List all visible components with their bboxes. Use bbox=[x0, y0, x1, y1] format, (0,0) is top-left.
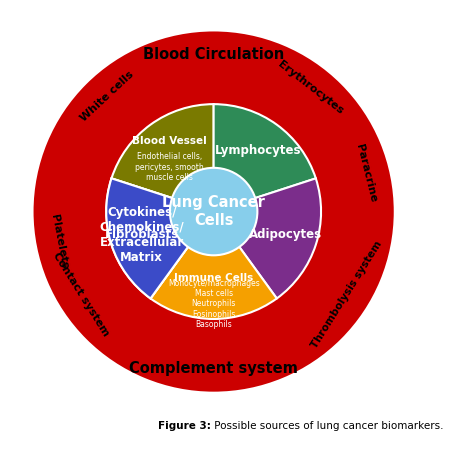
Circle shape bbox=[170, 168, 257, 255]
Text: Possible sources of lung cancer biomarkers.: Possible sources of lung cancer biomarke… bbox=[211, 421, 444, 431]
Wedge shape bbox=[214, 104, 316, 212]
Text: Adipocytes: Adipocytes bbox=[249, 228, 322, 242]
Text: Blood Vessel: Blood Vessel bbox=[132, 136, 207, 147]
Text: Figure 3:: Figure 3: bbox=[158, 421, 211, 431]
Wedge shape bbox=[111, 104, 214, 212]
Text: Cytokines/
Chemokines/
Extracellular
Matrix: Cytokines/ Chemokines/ Extracellular Mat… bbox=[100, 206, 184, 264]
Text: Fibroblasts: Fibroblasts bbox=[105, 228, 179, 242]
Text: White cells: White cells bbox=[78, 69, 135, 124]
Text: Immune Cells: Immune Cells bbox=[174, 273, 253, 283]
Circle shape bbox=[106, 104, 321, 319]
Text: Complement system: Complement system bbox=[129, 361, 298, 376]
Text: Platelets: Platelets bbox=[49, 213, 70, 270]
Text: Contact system: Contact system bbox=[51, 251, 110, 338]
Wedge shape bbox=[34, 31, 394, 392]
Wedge shape bbox=[106, 178, 214, 298]
Text: Monocyte/macrophages
Mast cells
Neutrophils
Eosinophils
Basophils: Monocyte/macrophages Mast cells Neutroph… bbox=[168, 279, 260, 329]
Text: Paracrine: Paracrine bbox=[354, 143, 378, 204]
Text: Erythrocytes: Erythrocytes bbox=[276, 59, 345, 116]
Text: Lymphocytes: Lymphocytes bbox=[215, 144, 301, 157]
Text: Blood Circulation: Blood Circulation bbox=[143, 47, 284, 62]
Text: Lung Cancer
Cells: Lung Cancer Cells bbox=[162, 195, 265, 228]
Wedge shape bbox=[214, 178, 321, 298]
Text: Endothelial cells,
pericytes, smooth
muscle cells: Endothelial cells, pericytes, smooth mus… bbox=[135, 152, 204, 182]
Wedge shape bbox=[151, 212, 277, 319]
Wedge shape bbox=[106, 178, 214, 298]
Text: Thrombolysis system: Thrombolysis system bbox=[310, 239, 384, 350]
